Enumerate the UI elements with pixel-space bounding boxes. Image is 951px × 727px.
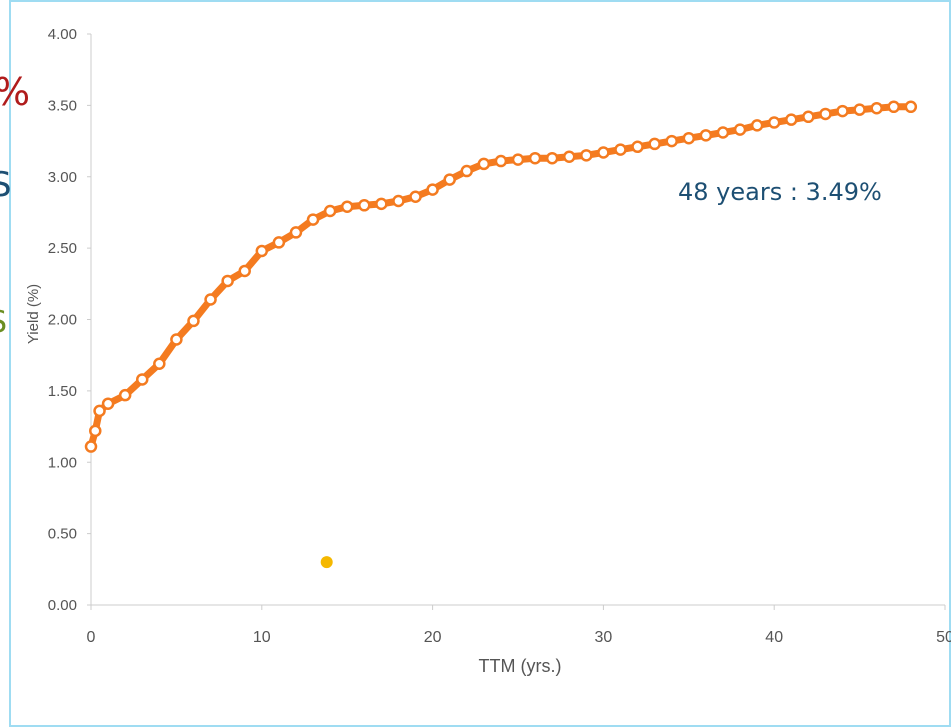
yield-point[interactable]	[93, 404, 106, 418]
yield-point[interactable]	[665, 134, 678, 148]
yield-point[interactable]	[409, 190, 422, 203]
chart-ticks: 0.00 0.50 1.00 1.50 2.00 2.50 3.00 3.50 4.00 0 10 2…	[48, 26, 951, 646]
yield-point[interactable]	[84, 440, 98, 453]
yield-point[interactable]	[716, 126, 730, 139]
yield-point[interactable]	[323, 204, 337, 218]
yield-point[interactable]	[853, 103, 866, 116]
y-tick-label: 3.50	[48, 97, 77, 114]
clipped-label-fragment: S	[0, 165, 12, 205]
yield-point[interactable]	[802, 110, 815, 124]
y-tick-label: 2.50	[48, 240, 77, 257]
yield-point[interactable]	[340, 200, 354, 213]
yield-point[interactable]	[135, 373, 149, 386]
yield-point[interactable]	[255, 244, 269, 258]
yield-point[interactable]	[426, 183, 439, 196]
yield-point[interactable]	[785, 113, 798, 126]
y-tick-label: 2.00	[48, 312, 77, 329]
yield-point[interactable]	[580, 149, 593, 162]
yield-point[interactable]	[904, 100, 918, 114]
yield-point[interactable]	[648, 137, 661, 151]
yield-point[interactable]	[306, 213, 320, 226]
yield-point[interactable]	[870, 101, 883, 115]
y-tick-label: 0.50	[48, 526, 77, 543]
yield-point[interactable]	[545, 151, 559, 165]
yield-point[interactable]	[597, 146, 610, 159]
y-tick-label: 1.50	[48, 383, 77, 400]
x-tick-label: 20	[424, 629, 442, 646]
yield-point[interactable]	[631, 140, 644, 154]
hover-annotation: 48 years : 3.49%	[678, 178, 882, 206]
x-tick-label: 10	[253, 629, 271, 646]
yield-point[interactable]	[101, 397, 115, 410]
yield-point[interactable]	[272, 236, 286, 249]
yield-point[interactable]	[819, 107, 832, 121]
yield-point[interactable]	[187, 314, 200, 328]
yield-point[interactable]	[699, 129, 713, 142]
yield-point[interactable]	[392, 194, 405, 208]
yield-point[interactable]	[289, 226, 303, 239]
yield-point[interactable]	[118, 388, 132, 402]
yield-point[interactable]	[494, 154, 508, 168]
yield-point[interactable]	[443, 173, 456, 186]
single-point[interactable]	[320, 556, 333, 569]
chart-axes	[90, 34, 945, 606]
yield-point[interactable]	[528, 151, 542, 165]
yield-point[interactable]	[170, 333, 183, 346]
x-axis-label: TTM (yrs.)	[479, 656, 562, 676]
yield-point[interactable]	[238, 264, 251, 278]
yield-point[interactable]	[358, 199, 371, 212]
yield-point[interactable]	[375, 197, 388, 211]
y-axis-label: Yield (%)	[25, 284, 42, 344]
yield-point[interactable]	[682, 131, 696, 145]
yield-point[interactable]	[460, 164, 474, 178]
x-tick-label: 30	[595, 629, 613, 646]
yield-point[interactable]	[204, 293, 217, 306]
yield-point[interactable]	[477, 157, 491, 171]
yield-point[interactable]	[750, 119, 764, 132]
x-tick-label: 0	[87, 629, 96, 646]
yield-point[interactable]	[511, 153, 525, 166]
yield-point[interactable]	[614, 143, 627, 156]
x-tick-label: 50	[936, 629, 951, 646]
y-tick-label: 3.00	[48, 169, 77, 186]
y-tick-label: 4.00	[48, 26, 77, 43]
x-tick-label: 40	[765, 629, 783, 646]
yield-point[interactable]	[767, 116, 781, 129]
yield-point[interactable]	[89, 424, 102, 438]
clipped-label-fragment: S	[0, 305, 7, 340]
y-tick-label: 1.00	[48, 454, 77, 471]
yield-point[interactable]	[733, 123, 747, 136]
yield-point[interactable]	[887, 100, 901, 114]
yield-point[interactable]	[562, 150, 576, 164]
yield-point[interactable]	[153, 357, 166, 371]
clipped-label-fragment: %	[0, 70, 30, 114]
chart-series	[84, 100, 918, 569]
frame-border	[9, 0, 951, 727]
y-tick-label: 0.00	[48, 597, 77, 614]
yield-point[interactable]	[221, 274, 234, 288]
yield-point[interactable]	[836, 104, 849, 118]
